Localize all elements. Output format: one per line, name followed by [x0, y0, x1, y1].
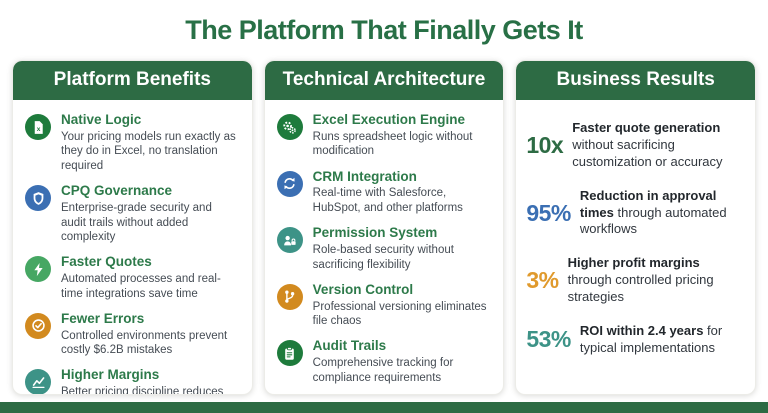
card-body: x Native Logic Your pricing models run exa…	[13, 100, 252, 395]
stat-value: 95%	[526, 199, 571, 226]
stat-text-rest: through controlled pricing strategies	[567, 272, 714, 305]
card-header: Business Results	[516, 61, 756, 100]
feature-desc: Better pricing discipline reduces revenu…	[61, 386, 224, 395]
feature-text: Excel Execution Engine Runs spreadsheet l…	[313, 112, 492, 159]
shield-icon	[25, 185, 51, 212]
feature-title: Higher Margins	[61, 367, 160, 383]
card-header: Technical Architecture	[264, 61, 504, 100]
feature-desc: Real-time with Salesforce, HubSpot, and …	[312, 187, 463, 215]
gears-icon	[276, 114, 303, 140]
feature-item: Fewer Errors Controlled environments prev…	[25, 311, 240, 358]
feature-title: CRM Integration	[312, 168, 417, 184]
feature-text: Native Logic Your pricing models run exac…	[61, 112, 240, 174]
feature-desc: Your pricing models run exactly as they …	[61, 130, 236, 173]
feature-title: Faster Quotes	[61, 254, 152, 270]
feature-title: Fewer Errors	[61, 310, 145, 326]
stat-value: 10x	[526, 131, 564, 158]
feature-title: Permission System	[312, 225, 438, 241]
feature-text: Higher Margins Better pricing discipline …	[61, 367, 240, 395]
feature-title: Audit Trails	[312, 338, 387, 354]
feature-desc: Comprehensive tracking for compliance re…	[312, 357, 454, 384]
feature-desc: Professional versioning eliminates file …	[312, 300, 487, 328]
stat-row: 3% Higher profit margins through controll…	[526, 255, 742, 306]
git-branch-icon	[276, 283, 303, 310]
stat-text: Reduction in approval times through auto…	[580, 188, 742, 239]
line-chart-icon	[25, 369, 51, 394]
feature-text: CPQ Governance Enterprise-grade security …	[61, 183, 240, 245]
bolt-icon	[25, 256, 51, 283]
sync-icon	[276, 170, 303, 197]
feature-item: Faster Quotes Automated processes and rea…	[25, 254, 240, 301]
stat-text-bold: ROI within 2.4 years	[579, 323, 704, 339]
feature-title: Excel Execution Engine	[312, 112, 465, 127]
card-body: Excel Execution Engine Runs spreadsheet l…	[265, 100, 504, 394]
clipboard-icon	[276, 340, 303, 367]
feature-item: Excel Execution Engine Runs spreadsheet l…	[276, 112, 492, 159]
stat-row: 53% ROI within 2.4 years for typical impl…	[526, 323, 742, 357]
feature-text: Faster Quotes Automated processes and rea…	[61, 254, 240, 301]
stat-text-rest: without sacrificing customization or acc…	[572, 136, 723, 169]
stat-text-rest: for typical implementations	[579, 323, 723, 355]
stat-value: 3%	[526, 267, 559, 294]
columns-container: Platform Benefits x Native Logic Your prici…	[0, 60, 768, 395]
excel-file-icon: x	[25, 114, 51, 140]
check-circle-icon	[25, 312, 51, 339]
feature-item: CRM Integration Real-time with Salesforce…	[276, 169, 492, 216]
user-lock-icon	[276, 227, 303, 254]
feature-item: Permission System Role-based security wit…	[276, 225, 492, 272]
stat-row: 95% Reduction in approval times through a…	[526, 188, 742, 239]
stat-text: Higher profit margins through controlled…	[568, 255, 742, 306]
page-title: The Platform That Finally Gets It	[185, 15, 583, 45]
feature-text: Version Control Professional versioning e…	[313, 282, 492, 329]
footer-bar	[0, 402, 768, 413]
feature-text: CRM Integration Real-time with Salesforce…	[313, 169, 492, 216]
feature-item: Higher Margins Better pricing discipline …	[25, 367, 240, 395]
feature-desc: Automated processes and real-time integr…	[61, 273, 221, 300]
stat-value: 53%	[526, 326, 571, 353]
feature-desc: Controlled environments prevent costly $…	[61, 329, 228, 357]
feature-text: Permission System Role-based security wit…	[313, 225, 492, 272]
feature-text: Audit Trails Comprehensive tracking for c…	[313, 338, 492, 385]
card-platform-benefits: Platform Benefits x Native Logic Your prici…	[12, 60, 253, 395]
feature-title: Native Logic	[61, 112, 142, 127]
stat-text-bold: Reduction in approval times	[579, 187, 717, 220]
stat-row: 10x Faster quote generation without sacri…	[526, 120, 742, 171]
feature-desc: Runs spreadsheet logic without modificat…	[312, 130, 473, 158]
card-business-results: Business Results 10x Faster quote generati…	[515, 60, 757, 395]
feature-desc: Role-based security without sacrificing …	[312, 244, 454, 271]
feature-title: Version Control	[312, 281, 414, 297]
feature-item: Audit Trails Comprehensive tracking for c…	[276, 338, 492, 385]
feature-desc: Enterprise-grade security and audit trai…	[61, 202, 212, 244]
stat-text-rest: through automated workflows	[579, 204, 727, 237]
feature-text: Fewer Errors Controlled environments prev…	[61, 311, 240, 358]
stats-body: 10x Faster quote generation without sacri…	[516, 100, 755, 380]
feature-item: Version Control Professional versioning e…	[276, 282, 492, 329]
stat-text: Faster quote generation without sacrific…	[572, 120, 742, 171]
stat-text-bold: Higher profit margins	[567, 255, 700, 271]
stat-text-bold: Faster quote generation	[572, 120, 721, 135]
feature-item: x Native Logic Your pricing models run exa…	[25, 112, 240, 174]
card-header: Platform Benefits	[13, 61, 252, 100]
card-technical-architecture: Technical Architecture Excel Execution En…	[263, 60, 505, 395]
stat-text: ROI within 2.4 years for typical impleme…	[580, 323, 742, 357]
feature-item: CPQ Governance Enterprise-grade security …	[25, 183, 240, 245]
feature-title: CPQ Governance	[61, 183, 173, 199]
svg-text:x: x	[36, 125, 40, 132]
